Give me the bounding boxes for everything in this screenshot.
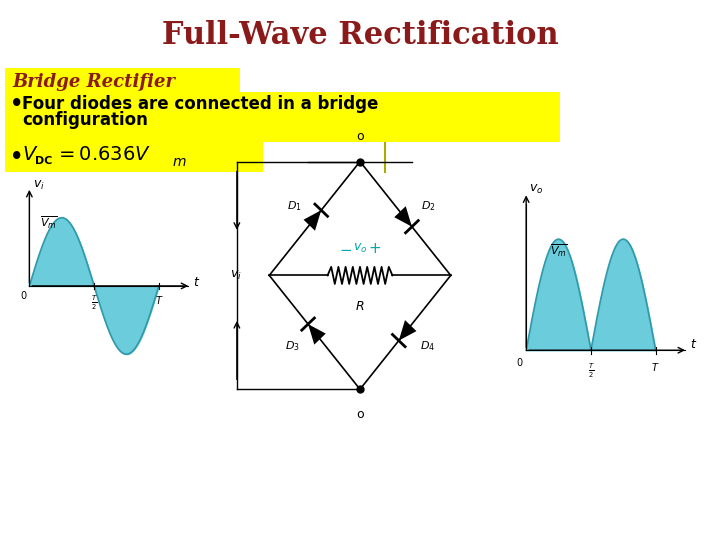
Text: $t$: $t$	[690, 338, 697, 351]
Text: $t$: $t$	[193, 276, 200, 289]
Text: $= 0.636\it{V}$: $= 0.636\it{V}$	[55, 145, 151, 165]
Text: $D_4$: $D_4$	[420, 340, 436, 354]
Text: $D_1$: $D_1$	[287, 199, 301, 213]
Text: $\overline{V_m}$: $\overline{V_m}$	[40, 215, 58, 231]
Text: Bridge Rectifier: Bridge Rectifier	[12, 73, 175, 91]
Text: DC: DC	[35, 156, 53, 166]
Polygon shape	[399, 320, 416, 341]
Text: o: o	[356, 408, 364, 421]
Text: $D_3$: $D_3$	[284, 340, 300, 354]
Text: $v_o$: $v_o$	[529, 183, 544, 195]
Text: 0: 0	[517, 358, 523, 368]
Text: $+$: $+$	[368, 241, 381, 256]
Text: $v_o$: $v_o$	[353, 242, 367, 255]
Text: •: •	[10, 94, 23, 114]
Text: $T$: $T$	[652, 361, 660, 373]
Text: $-$: $-$	[339, 241, 352, 256]
Polygon shape	[308, 324, 325, 345]
Text: configuration: configuration	[22, 111, 148, 129]
Text: o: o	[356, 130, 364, 143]
Text: $\frac{T}{2}$: $\frac{T}{2}$	[588, 361, 594, 380]
FancyBboxPatch shape	[5, 142, 263, 172]
Text: 0: 0	[20, 291, 26, 301]
Text: $v_i$: $v_i$	[32, 178, 45, 192]
Text: $\frac{T}{2}$: $\frac{T}{2}$	[91, 294, 97, 312]
Text: $v_i$: $v_i$	[230, 269, 242, 282]
Text: $D_2$: $D_2$	[420, 199, 436, 213]
Text: $\overline{V_m}$: $\overline{V_m}$	[550, 242, 567, 259]
Text: $\it{V}$: $\it{V}$	[22, 145, 38, 165]
Polygon shape	[395, 206, 412, 227]
FancyBboxPatch shape	[5, 68, 240, 92]
Text: $\it{m}$: $\it{m}$	[172, 155, 186, 169]
FancyBboxPatch shape	[5, 92, 560, 142]
Text: •: •	[10, 147, 23, 167]
Text: Four diodes are connected in a bridge: Four diodes are connected in a bridge	[22, 95, 379, 113]
Text: Full-Wave Rectification: Full-Wave Rectification	[161, 19, 559, 51]
Text: $T$: $T$	[155, 294, 163, 306]
Polygon shape	[304, 210, 321, 231]
Text: $R$: $R$	[355, 300, 365, 313]
